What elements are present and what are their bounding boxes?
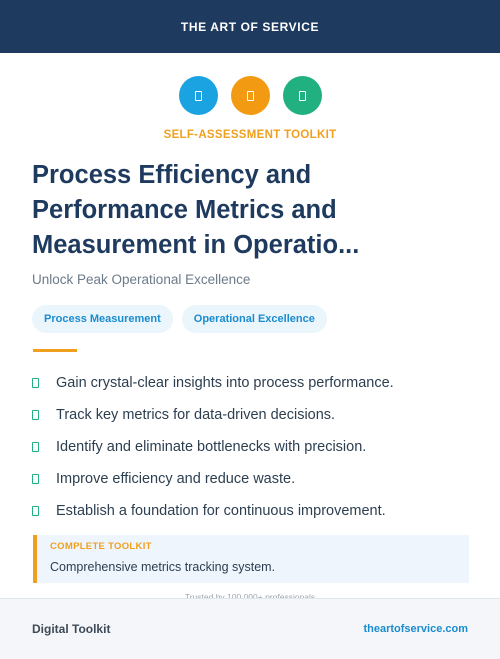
document-icon bbox=[282, 76, 322, 115]
page-title: Process Efficiency and Performance Metri… bbox=[32, 161, 360, 259]
check-icon bbox=[32, 442, 39, 452]
check-icon bbox=[32, 506, 39, 516]
check-icon bbox=[32, 378, 39, 388]
feature-item: Track key metrics for data-driven decisi… bbox=[32, 399, 472, 431]
top-banner: THE ART OF SERVICE bbox=[0, 0, 500, 53]
feature-item: Gain crystal-clear insights into process… bbox=[32, 367, 472, 399]
feature-item: Identify and eliminate bottlenecks with … bbox=[32, 431, 472, 463]
check-icon bbox=[32, 410, 39, 420]
feature-text: Track key metrics for data-driven decisi… bbox=[56, 407, 336, 423]
tag-process-measurement[interactable]: Process Measurement bbox=[32, 305, 173, 333]
footer-label: Digital Toolkit bbox=[32, 622, 111, 636]
subtitle: Unlock Peak Operational Excellence bbox=[32, 272, 251, 287]
callout-text: Comprehensive metrics tracking system. bbox=[50, 560, 276, 574]
brand-name: THE ART OF SERVICE bbox=[180, 19, 320, 34]
trusted-note: Trusted by 100,000+ professionals bbox=[184, 592, 316, 602]
toolkit-callout: COMPLETE TOOLKIT Comprehensive metrics t… bbox=[33, 535, 469, 583]
website-link[interactable]: theartofservice.com bbox=[363, 623, 468, 635]
footer: Digital Toolkit theartofservice.com bbox=[0, 598, 500, 659]
icon-row bbox=[0, 76, 500, 115]
tag-operational-excellence[interactable]: Operational Excellence bbox=[181, 305, 327, 333]
document-icon bbox=[230, 76, 270, 115]
callout-label: COMPLETE TOOLKIT bbox=[50, 541, 152, 552]
feature-item: Improve efficiency and reduce waste. bbox=[32, 463, 472, 495]
tag-list: Process Measurement Operational Excellen… bbox=[32, 305, 327, 333]
check-icon bbox=[32, 474, 39, 484]
feature-item: Establish a foundation for continuous im… bbox=[32, 495, 472, 527]
document-icon bbox=[178, 76, 218, 115]
kicker-label: SELF-ASSESSMENT TOOLKIT bbox=[163, 129, 337, 141]
feature-list: Gain crystal-clear insights into process… bbox=[32, 367, 472, 527]
feature-text: Establish a foundation for continuous im… bbox=[56, 503, 386, 519]
accent-divider bbox=[33, 349, 77, 352]
feature-text: Improve efficiency and reduce waste. bbox=[56, 471, 296, 487]
feature-text: Identify and eliminate bottlenecks with … bbox=[56, 439, 367, 455]
feature-text: Gain crystal-clear insights into process… bbox=[56, 375, 394, 391]
